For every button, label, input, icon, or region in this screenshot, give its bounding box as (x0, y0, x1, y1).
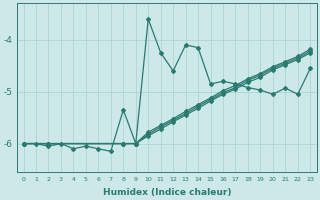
X-axis label: Humidex (Indice chaleur): Humidex (Indice chaleur) (103, 188, 231, 197)
